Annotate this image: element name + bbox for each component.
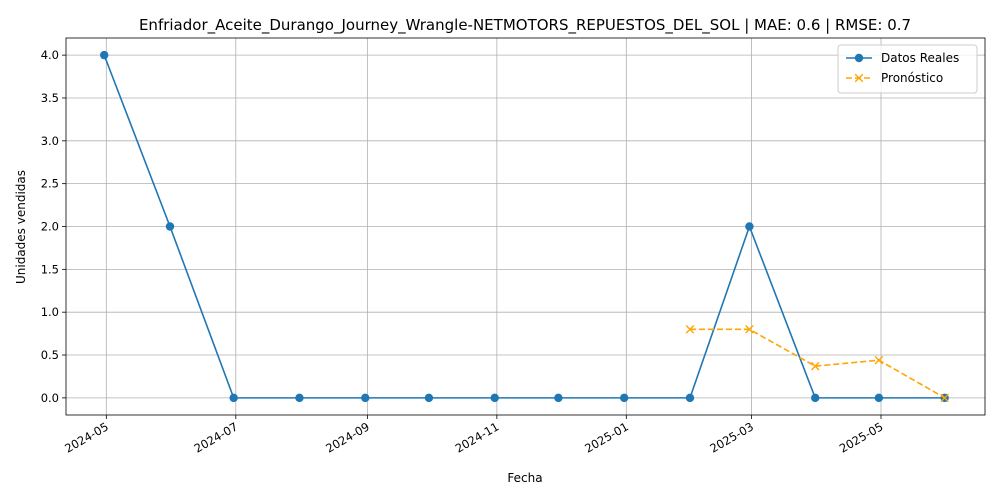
legend-item: Pronóstico (846, 71, 943, 85)
data-point (619, 393, 629, 403)
data-point (229, 393, 238, 403)
y-tick-label: 0.5 (41, 348, 59, 362)
marker-stroke (810, 361, 820, 371)
legend-marker (854, 53, 864, 63)
y-tick-label: 2.5 (41, 177, 59, 191)
y-tick-label: 1.0 (41, 305, 59, 319)
y-tick-label: 3.5 (41, 91, 59, 105)
y-axis-ticks: 0.0 0.5 1.0 1.5 2.0 2.5 3.0 3.5 4.0 (41, 48, 66, 405)
x-tick-label: 2024-07 (192, 419, 241, 455)
marker-stroke (745, 325, 754, 334)
y-tick-label: 2.0 (41, 220, 59, 234)
data-point (745, 222, 754, 231)
series-forecast (685, 325, 949, 403)
data-point (874, 393, 884, 403)
y-tick-label: 1.5 (41, 262, 59, 276)
data-point (810, 361, 820, 371)
data-point (424, 393, 434, 403)
x-axis-ticks: 2024-05 2024-07 2024-09 2024-11 2025-01 2025-… (62, 415, 886, 456)
data-point (940, 393, 949, 403)
y-axis-label: Unidades vendidas (14, 170, 28, 284)
legend-label: Pronóstico (881, 71, 943, 85)
legend: Datos Reales Pronóstico (837, 44, 978, 94)
x-tick-label: 2024-11 (453, 419, 502, 455)
data-point (295, 393, 304, 403)
marker-stroke (685, 325, 695, 334)
x-tick-label: 2024-09 (323, 419, 372, 455)
series-layer (100, 50, 949, 403)
data-point (490, 393, 499, 403)
legend-marker (854, 73, 864, 83)
data-point (361, 393, 370, 403)
chart-title: Enfriador_Aceite_Durango_Journey_Wrangle… (139, 16, 911, 35)
x-tick-label: 2024-05 (62, 419, 111, 455)
x-tick-label: 2025-03 (707, 419, 756, 455)
x-tick-label: 2025-01 (582, 419, 631, 455)
series-line (689, 328, 946, 399)
y-tick-label: 3.0 (41, 134, 59, 148)
data-point (165, 222, 175, 231)
data-point (685, 393, 695, 403)
x-axis-label: Fecha (507, 471, 542, 485)
marker-stroke (940, 393, 949, 403)
x-tick-label: 2025-05 (837, 419, 886, 455)
data-point (685, 325, 695, 334)
y-tick-label: 0.0 (41, 391, 59, 405)
legend-label: Datos Reales (881, 51, 959, 65)
data-point (745, 325, 754, 334)
series-line (103, 54, 945, 399)
y-tick-label: 4.0 (41, 48, 59, 62)
data-point (874, 355, 884, 365)
data-point (100, 50, 109, 60)
marker-stroke (874, 355, 884, 365)
data-point (811, 393, 820, 403)
grid-lines (66, 38, 985, 415)
legend-box (837, 44, 978, 94)
data-point (554, 393, 563, 403)
legend-item: Datos Reales (846, 51, 959, 65)
